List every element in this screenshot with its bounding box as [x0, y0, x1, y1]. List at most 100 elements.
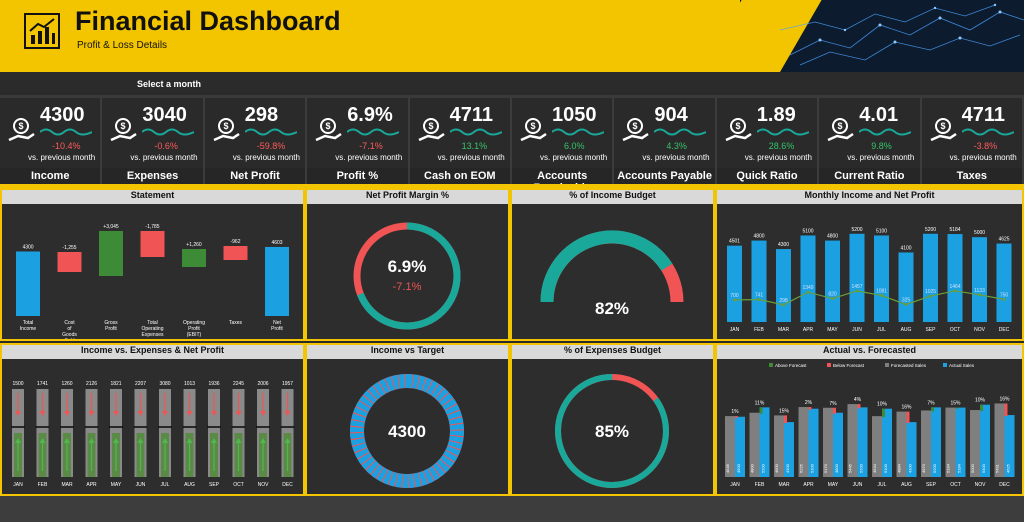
income-bar	[751, 240, 767, 322]
data-label: 1013	[184, 381, 195, 387]
actual-bar	[808, 408, 819, 477]
axis-label: Total	[23, 320, 34, 326]
axis-label: OCT	[950, 327, 961, 333]
axis-label: NOV	[974, 327, 986, 333]
data-label: 2%	[805, 400, 813, 406]
data-label: 1464	[949, 284, 960, 290]
up-arrow-head	[88, 438, 95, 443]
data-label: 5200	[851, 227, 862, 233]
forecast-bar	[847, 404, 858, 477]
trend-wave	[552, 128, 604, 136]
income-bar	[996, 243, 1012, 322]
actual-bar	[759, 407, 770, 477]
kpi-card: $4.01 9.8% vs. previous month Current Ratio	[819, 98, 922, 184]
expenses-budget-panel: % of Expenses Budget 85%	[510, 343, 715, 496]
kpi-comparison-label: vs. previous month	[28, 153, 96, 162]
forecast-bar	[945, 407, 956, 477]
trend-wave	[449, 128, 502, 136]
axis-label: Cost	[64, 320, 75, 326]
down-arrow-head	[39, 411, 46, 416]
data-label: 741	[755, 293, 764, 299]
axis-label: Sold	[64, 338, 74, 339]
legend-swatch	[943, 363, 947, 367]
income-bar	[776, 249, 791, 322]
data-label: -1,785	[145, 224, 159, 230]
data-label: 298	[779, 298, 788, 304]
variance-marker	[833, 407, 836, 414]
forecast-bar	[774, 415, 784, 477]
money-hand-icon: $	[8, 118, 35, 142]
select-month-button[interactable]: Select a month	[137, 79, 202, 89]
data-label: 4300	[778, 242, 789, 248]
magnifier-ratio-icon: $	[827, 118, 854, 142]
axis-label: AUG	[901, 327, 912, 333]
axis-label: FEB	[38, 482, 48, 488]
kpi-comparison-label: vs. previous month	[335, 153, 403, 162]
axis-label: Total	[147, 320, 158, 326]
waterfall-bar	[223, 246, 248, 260]
axis-label: JAN	[13, 482, 23, 488]
down-arrow-head	[235, 411, 242, 416]
forecast-bar	[994, 403, 1005, 477]
kpi-comparison-label: vs. previous month	[847, 153, 915, 162]
axis-label: JUN	[853, 482, 863, 488]
panel-title: Statement	[2, 190, 303, 204]
axis-label: JUL	[161, 482, 170, 488]
axis-label: SEP	[926, 482, 937, 488]
axis-label: APR	[803, 482, 814, 488]
svg-text:$: $	[18, 121, 23, 131]
data-label: -1,255	[62, 245, 76, 251]
forecast-bar	[749, 412, 760, 477]
data-label: 4603	[271, 240, 282, 246]
data-label: -962	[230, 239, 240, 245]
data-label: 5491	[995, 463, 1000, 473]
up-arrow-head	[284, 438, 291, 443]
data-label: 750	[1000, 292, 1009, 298]
data-label: 4800	[834, 463, 839, 473]
kpi-card: $904 4.3% vs. previous month Accounts Payab…	[614, 98, 717, 184]
income-target-gauge: 4300	[350, 374, 464, 488]
data-label: 5184	[957, 463, 962, 473]
data-label: 4970	[921, 463, 926, 473]
data-label: 5100	[883, 463, 888, 473]
kpi-name: Accounts Receivable	[512, 168, 613, 194]
kpi-change: 13.1%	[461, 141, 488, 151]
variance-marker	[882, 408, 885, 418]
data-label: 820	[828, 292, 837, 298]
kpi-value: 4711	[449, 104, 493, 126]
down-arrow-head	[211, 411, 217, 416]
data-label: 4544	[872, 463, 877, 473]
income-bar	[825, 240, 840, 322]
income-target-panel: Income vs Target 4300	[305, 343, 510, 496]
kpi-card: $4711 13.1% vs. previous month Cash on EOM	[409, 98, 512, 184]
data-label: 7%	[829, 401, 837, 407]
actual-bar	[784, 422, 794, 477]
data-label: 1936	[208, 381, 219, 387]
actual-bar	[857, 407, 868, 477]
data-label: 4600	[774, 463, 779, 473]
data-label: 5100	[810, 463, 815, 473]
svg-text:$: $	[633, 121, 638, 131]
variance-marker	[857, 404, 861, 409]
variance-marker	[784, 415, 787, 424]
income-bar	[898, 252, 914, 322]
expenses-budget-value: 85%	[595, 422, 629, 441]
kpi-comparison-label: vs. previous month	[744, 153, 812, 162]
variance-marker	[931, 407, 934, 412]
data-label: 4%	[854, 397, 862, 403]
net-profit-point	[782, 303, 785, 307]
data-label: 5200	[761, 463, 766, 473]
cash-bill-icon: $	[418, 118, 445, 142]
legend-label: Below Forecast	[833, 363, 865, 368]
trend-wave	[961, 128, 1014, 136]
axis-label: Income	[20, 326, 37, 332]
data-label: 1%	[731, 409, 739, 415]
axis-label: JAN	[730, 327, 740, 333]
net-profit-point	[978, 293, 981, 297]
panel-title: % of Expenses Budget	[512, 345, 713, 359]
up-arrow-head	[235, 438, 242, 443]
axis-label: AUG	[184, 482, 195, 488]
monthly-income-chart: 4501 JAN 4800 FEB 4300 MAR 5100 APR 4800 MAY 5200 J…	[727, 227, 1012, 333]
data-label: 5400	[981, 463, 986, 473]
data-label: 1349	[802, 285, 813, 291]
